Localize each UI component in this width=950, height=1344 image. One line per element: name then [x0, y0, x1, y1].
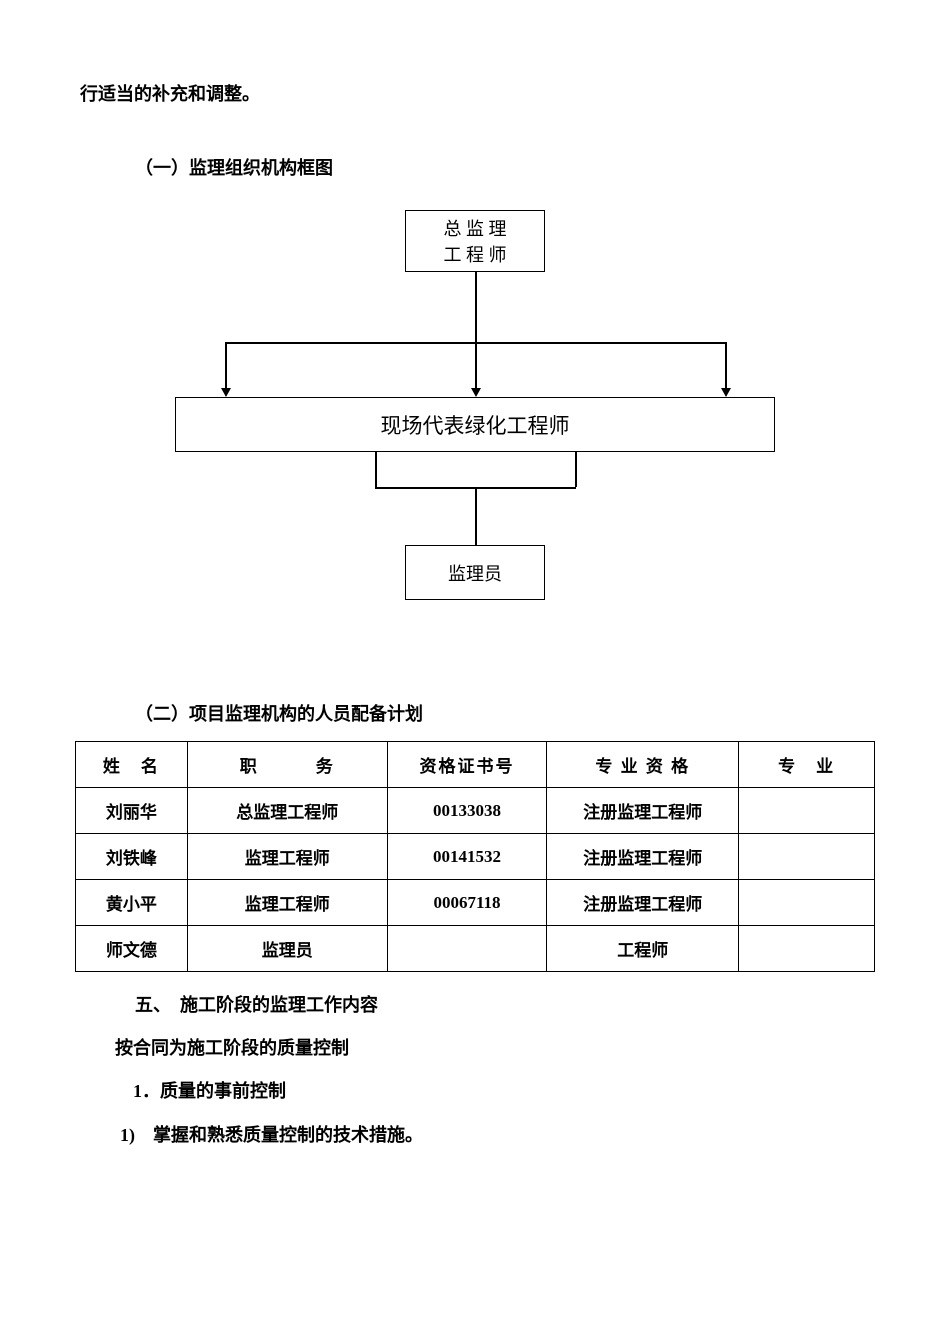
flow-node-chief-engineer: 总 监 理 工 程 师 [405, 210, 545, 272]
flow-line [725, 342, 727, 390]
cell-cert: 00141532 [387, 834, 547, 880]
flow-line [375, 452, 377, 487]
cell-job: 监理工程师 [187, 834, 387, 880]
flow-line [225, 342, 227, 390]
flow-node-chief-line1: 总 监 理 [444, 215, 507, 241]
cell-name: 刘铁峰 [76, 834, 188, 880]
top-continuation-text: 行适当的补充和调整。 [80, 80, 875, 106]
flow-line [475, 342, 477, 390]
cell-job: 监理工程师 [187, 880, 387, 926]
col-name-header: 姓 名 [76, 742, 188, 788]
table-row: 刘丽华 总监理工程师 00133038 注册监理工程师 [76, 788, 875, 834]
col-job-header: 职 务 [187, 742, 387, 788]
arrow-down-icon [471, 388, 481, 397]
arrow-down-icon [721, 388, 731, 397]
cell-job: 总监理工程师 [187, 788, 387, 834]
flow-line [475, 487, 477, 545]
arrow-down-icon [221, 388, 231, 397]
flow-line [575, 452, 577, 487]
cell-major [739, 880, 875, 926]
table-row: 师文德 监理员 工程师 [76, 926, 875, 972]
cell-cert: 00133038 [387, 788, 547, 834]
col-qual-header: 专 业 资 格 [547, 742, 739, 788]
flow-node-site-label: 现场代表绿化工程师 [381, 410, 570, 440]
item-1-1: 1) 掌握和熟悉质量控制的技术措施。 [120, 1114, 875, 1157]
flow-node-chief-line2: 工 程 师 [444, 241, 507, 267]
sub-heading-contract: 按合同为施工阶段的质量控制 [115, 1027, 875, 1070]
cell-major [739, 834, 875, 880]
section2-title: （二）项目监理机构的人员配备计划 [135, 700, 875, 726]
cell-cert: 00067118 [387, 880, 547, 926]
flow-node-supervisor-label: 监理员 [448, 560, 502, 586]
table-header-row: 姓 名 职 务 资格证书号 专 业 资 格 专 业 [76, 742, 875, 788]
section3-block: 五、 施工阶段的监理工作内容 按合同为施工阶段的质量控制 1．质量的事前控制 1… [75, 984, 875, 1157]
cell-qual: 注册监理工程师 [547, 880, 739, 926]
heading-five: 五、 施工阶段的监理工作内容 [135, 984, 875, 1027]
cell-name: 黄小平 [76, 880, 188, 926]
cell-major [739, 926, 875, 972]
section1-title: （一）监理组织机构框图 [135, 154, 875, 180]
table-row: 刘铁峰 监理工程师 00141532 注册监理工程师 [76, 834, 875, 880]
cell-name: 刘丽华 [76, 788, 188, 834]
table-row: 黄小平 监理工程师 00067118 注册监理工程师 [76, 880, 875, 926]
item-1: 1．质量的事前控制 [133, 1070, 875, 1113]
cell-cert [387, 926, 547, 972]
staff-table: 姓 名 职 务 资格证书号 专 业 资 格 专 业 刘丽华 总监理工程师 001… [75, 741, 875, 972]
flow-line [475, 272, 477, 342]
cell-qual: 工程师 [547, 926, 739, 972]
cell-job: 监理员 [187, 926, 387, 972]
cell-qual: 注册监理工程师 [547, 788, 739, 834]
flow-node-supervisor: 监理员 [405, 545, 545, 600]
cell-major [739, 788, 875, 834]
col-cert-header: 资格证书号 [387, 742, 547, 788]
flow-node-site-engineer: 现场代表绿化工程师 [175, 397, 775, 452]
col-major-header: 专 业 [739, 742, 875, 788]
cell-name: 师文德 [76, 926, 188, 972]
org-flowchart: 总 监 理 工 程 师 现场代表绿化工程师 监理员 [75, 210, 875, 660]
cell-qual: 注册监理工程师 [547, 834, 739, 880]
